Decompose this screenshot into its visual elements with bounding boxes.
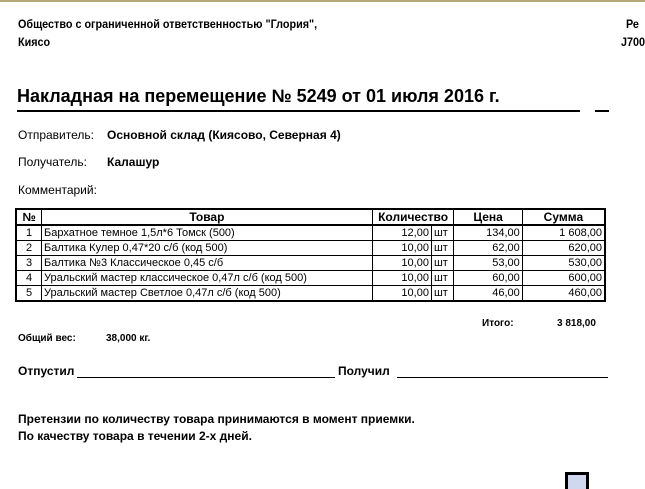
row-quantity: 12,00 (371, 224, 432, 241)
page-title: Накладная на перемещение № 5249 от 01 ию… (17, 86, 500, 106)
row-price: 134,00 (453, 224, 523, 241)
row-number: 3 (15, 255, 43, 271)
received-label: Получил (338, 364, 390, 378)
total-value: 3 818,00 (557, 318, 596, 329)
row-price: 53,00 (453, 255, 523, 271)
org-header-line1-right: Ре (626, 17, 639, 31)
org-header-line1: Общество с ограниченной ответственностью… (18, 17, 318, 31)
window-icon[interactable] (565, 472, 589, 489)
sender-value: Основной склад (Киясово, Северная 4) (107, 128, 341, 142)
comment-label: Комментарий: (18, 183, 97, 197)
table-header-row: № Товар Количество Цена Сумма (15, 208, 606, 226)
col-number: № (15, 208, 43, 226)
table-row: 5 Уральский мастер Светлое 0,47л с/б (код… (15, 285, 606, 302)
row-item: Балтика №3 Классическое 0,45 с/б (41, 255, 373, 271)
row-quantity: 10,00 (371, 285, 432, 302)
total-label: Итого: (482, 318, 514, 329)
row-sum: 620,00 (521, 240, 606, 256)
row-unit: шт (430, 285, 455, 302)
row-sum: 460,00 (521, 285, 606, 302)
col-quantity: Количество (371, 208, 455, 226)
row-price: 46,00 (453, 285, 523, 302)
released-signature-line (77, 377, 335, 378)
row-unit: шт (430, 224, 455, 241)
row-unit: шт (430, 255, 455, 271)
row-price: 60,00 (453, 270, 523, 286)
row-quantity: 10,00 (371, 240, 432, 256)
items-table: № Товар Количество Цена Сумма 1 Бархатное… (15, 208, 606, 302)
weight-value: 38,000 кг. (106, 333, 151, 344)
row-sum: 530,00 (521, 255, 606, 271)
table-row: 2 Балтика Кулер 0,47*20 с/б (код 500) 10,0… (15, 240, 606, 256)
claims-note-2: По качеству товара в течении 2-х дней. (18, 429, 252, 443)
row-item: Бархатное темное 1,5л*6 Томск (500) (41, 224, 373, 241)
released-label: Отпустил (18, 364, 75, 378)
title-underline-short (595, 110, 609, 112)
top-border (0, 0, 645, 2)
row-number: 2 (15, 240, 43, 256)
row-item: Уральский мастер Светлое 0,47л с/б (код … (41, 285, 373, 302)
row-sum: 600,00 (521, 270, 606, 286)
row-number: 1 (15, 224, 43, 241)
weight-label: Общий вес: (18, 333, 76, 344)
org-header-line2: Киясо (18, 35, 51, 49)
col-item: Товар (41, 208, 373, 226)
claims-note-1: Претензии по количеству товара принимают… (18, 412, 415, 426)
row-price: 62,00 (453, 240, 523, 256)
sender-label: Отправитель: (18, 128, 94, 142)
row-number: 4 (15, 270, 43, 286)
org-header-line2-right: J700 (621, 35, 645, 49)
col-sum: Сумма (521, 208, 606, 226)
row-number: 5 (15, 285, 43, 302)
row-item: Уральский мастер классическое 0,47л с/б … (41, 270, 373, 286)
table-row: 4 Уральский мастер классическое 0,47л с/б… (15, 270, 606, 286)
receiver-label: Получатель: (18, 155, 87, 169)
row-item: Балтика Кулер 0,47*20 с/б (код 500) (41, 240, 373, 256)
row-unit: шт (430, 240, 455, 256)
row-quantity: 10,00 (371, 255, 432, 271)
row-sum: 1 608,00 (521, 224, 606, 241)
title-underline (17, 110, 580, 112)
receiver-value: Калашур (107, 155, 160, 169)
received-signature-line (397, 377, 608, 378)
table-row: 1 Бархатное темное 1,5л*6 Томск (500) 12,0… (15, 224, 606, 241)
row-unit: шт (430, 270, 455, 286)
row-quantity: 10,00 (371, 270, 432, 286)
table-row: 3 Балтика №3 Классическое 0,45 с/б 10,00 шт… (15, 255, 606, 271)
col-price: Цена (453, 208, 523, 226)
